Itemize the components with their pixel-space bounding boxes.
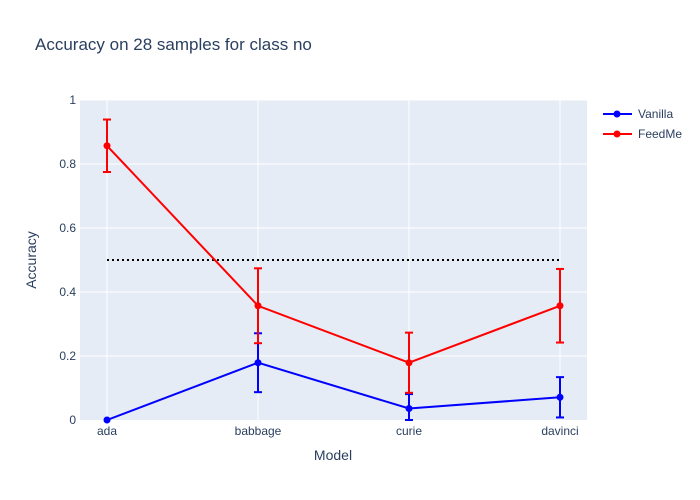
legend: Vanilla FeedMe (603, 107, 682, 141)
feedme-point (103, 142, 111, 150)
chart-title: Accuracy on 28 samples for class no (35, 35, 312, 54)
plot-area: 0 0.2 0.4 0.6 0.8 1 ada babbage curie davinci (59, 93, 587, 438)
feedme-point (556, 302, 564, 310)
y-tick-label: 0 (69, 413, 76, 427)
x-tick-label: curie (396, 424, 422, 438)
feedme-series-line (106, 145, 561, 364)
y-tick-label: 0.8 (59, 157, 76, 171)
vanilla-point (405, 404, 413, 412)
vanilla-point (254, 359, 262, 367)
y-axis-title: Accuracy (23, 231, 39, 289)
y-tick-label: 1 (69, 93, 76, 107)
legend-marker-vanilla (613, 110, 621, 118)
legend-label-feedme: FeedMe (638, 127, 682, 141)
legend-marker-feedme (613, 130, 621, 138)
vanilla-series-line (106, 361, 561, 421)
y-tick-label: 0.2 (59, 349, 76, 363)
legend-label-vanilla: Vanilla (638, 107, 673, 121)
x-tick-label: davinci (541, 424, 578, 438)
x-tick-label: babbage (235, 424, 282, 438)
x-axis-title: Model (314, 447, 352, 463)
y-tick-label: 0.6 (59, 221, 76, 235)
feedme-point (254, 302, 262, 310)
vanilla-point (556, 393, 564, 401)
x-tick-label: ada (97, 424, 117, 438)
feedme-point (405, 359, 413, 367)
vanilla-point (103, 416, 111, 424)
y-tick-label: 0.4 (59, 285, 76, 299)
